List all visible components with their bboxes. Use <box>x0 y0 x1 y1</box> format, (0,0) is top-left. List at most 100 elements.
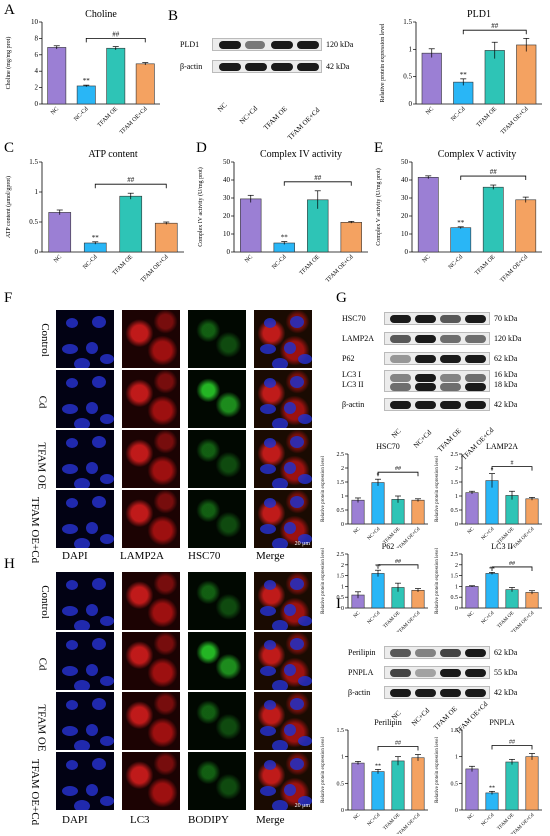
blot-kda: 42 kDa <box>494 688 518 697</box>
bar <box>371 771 385 811</box>
x-tick-label: NC <box>353 526 362 535</box>
chart-g-p62: P62 Relative protein expression level 0 0.5… <box>321 542 428 632</box>
x-tick-label: TFAM OE <box>97 106 120 129</box>
significance-marker: ** <box>92 234 100 242</box>
micrograph-hsc70-control <box>188 310 246 368</box>
micrograph-hsc70-tfam-oe-cd <box>188 490 246 548</box>
micrograph-merge-control <box>254 310 312 368</box>
x-tick-label: NC-Cd <box>82 254 99 271</box>
y-tick-label: 8 <box>35 34 39 42</box>
blot-row-hsc70 <box>384 312 490 325</box>
chart-a-choline: Choline Choline (mg/mg prot) 0 2 4 6 8 10 NC ** NC… <box>5 9 160 136</box>
micrograph-dapi-control <box>56 310 114 368</box>
blot-row-pnpla <box>384 666 490 679</box>
micrograph-bodipy-control <box>188 572 246 630</box>
blot-kda: 120 kDa <box>494 334 522 343</box>
micrograph-lamp2a-cd <box>122 370 180 428</box>
y-tick-label: 1 <box>341 494 344 500</box>
bracket-label: ## <box>395 559 401 565</box>
bar <box>450 227 472 253</box>
significance-marker: * <box>377 473 380 479</box>
western-blot-b <box>212 38 322 78</box>
y-tick-label: 0 <box>455 808 458 814</box>
chart-title: PLD1 <box>467 9 491 20</box>
micrograph-dapi-tfam-oe-cd <box>56 752 114 810</box>
row-label: Control <box>38 585 51 619</box>
bar <box>421 52 442 105</box>
bar <box>76 85 96 105</box>
y-tick-label: 10 <box>223 230 231 238</box>
y-tick-label: 0.5 <box>337 781 345 787</box>
y-tick-label: 0.5 <box>29 218 38 226</box>
panel-label-i: I <box>336 596 341 612</box>
bracket-label: ## <box>314 174 322 182</box>
y-tick-label: 30 <box>223 194 231 202</box>
micrograph-lamp2a-control <box>122 310 180 368</box>
micrograph-lc3-tfam-oe-cd <box>122 752 180 810</box>
micrograph-lamp2a-tfam-oe <box>122 430 180 488</box>
y-tick-label: 1 <box>409 45 413 53</box>
micrograph-bodipy-cd <box>188 632 246 690</box>
chart-g-lamp2a: LAMP2A Relative protein expression level 0… <box>435 442 542 548</box>
micrograph-merge-tfam-oe-cd: 20 μm <box>254 490 312 548</box>
x-tick-label: NC+Cd <box>481 611 496 626</box>
bracket-label: ## <box>491 22 499 30</box>
chart-g-lc3ii: LC3 II Relative protein expression level 0… <box>435 542 542 632</box>
chart-title: LAMP2A <box>486 442 518 451</box>
bar <box>391 499 405 525</box>
blot-row-perilipin <box>384 646 490 659</box>
x-tick-label: NC+Cd <box>367 611 382 626</box>
col-label: BODIPY <box>188 814 229 826</box>
bar <box>525 756 539 811</box>
blot-kda: 62 kDa <box>494 648 518 657</box>
y-axis-label: Relative protein expression level <box>380 23 386 102</box>
blot-row-lamp2a <box>384 332 490 345</box>
col-label: Merge <box>256 814 285 826</box>
x-tick-label: NC <box>467 812 476 821</box>
micrograph-hsc70-cd <box>188 370 246 428</box>
y-tick-label: 2 <box>455 466 458 472</box>
significance-bracket <box>491 745 533 750</box>
blot-kda: 18 kDa <box>494 380 518 389</box>
y-tick-label: 20 <box>223 212 231 220</box>
significance-bracket <box>491 466 533 471</box>
micrograph-merge-cd <box>254 632 312 690</box>
bar <box>240 198 262 253</box>
significance-marker: ** <box>281 234 289 242</box>
blot-kda: 70 kDa <box>494 314 518 323</box>
significance-bracket <box>377 564 419 569</box>
x-tick-label: TFAM OE <box>497 611 516 630</box>
x-tick-label: NC+Cd <box>367 813 382 828</box>
y-tick-label: 30 <box>401 194 409 202</box>
y-tick-label: 1 <box>455 755 458 761</box>
micrograph-hsc70-tfam-oe <box>188 430 246 488</box>
y-tick-label: 0 <box>227 248 231 256</box>
bar <box>411 589 425 609</box>
significance-marker: ** <box>460 71 468 79</box>
micrograph-grid-f: 20 μm <box>50 310 320 548</box>
x-tick-label: TFAM OE+Cd <box>119 106 149 136</box>
micrograph-merge-cd <box>254 370 312 428</box>
x-tick-label: TFAM OE+Cd <box>140 254 170 284</box>
y-tick-label: 1 <box>341 755 344 761</box>
bar <box>106 47 126 105</box>
y-tick-label: 40 <box>401 176 409 184</box>
micrograph-dapi-control <box>56 572 114 630</box>
row-label: TFAM OE+Cd <box>29 758 42 826</box>
chart-i-pnpla: PNPLA Relative protein expression level 0 0… <box>435 718 542 834</box>
chart-e-complex-v: Complex V activity Complex V activity (U/… <box>375 149 542 284</box>
x-tick-label: NC-Cd <box>271 254 288 271</box>
y-tick-label: 1.5 <box>451 574 459 580</box>
y-tick-label: 1 <box>455 494 458 500</box>
significance-bracket <box>283 181 352 186</box>
bar <box>465 586 479 609</box>
micrograph-bodipy-tfam-oe-cd <box>188 752 246 810</box>
chart-title: LC3 II <box>491 542 513 551</box>
panel-label-c: C <box>4 140 15 156</box>
blot-row-actin <box>384 686 490 699</box>
bar <box>340 222 362 253</box>
panel-label-e: E <box>374 140 384 156</box>
chart-title: PNPLA <box>489 718 515 727</box>
significance-bracket <box>377 471 419 477</box>
y-tick-label: 0.5 <box>337 595 345 601</box>
